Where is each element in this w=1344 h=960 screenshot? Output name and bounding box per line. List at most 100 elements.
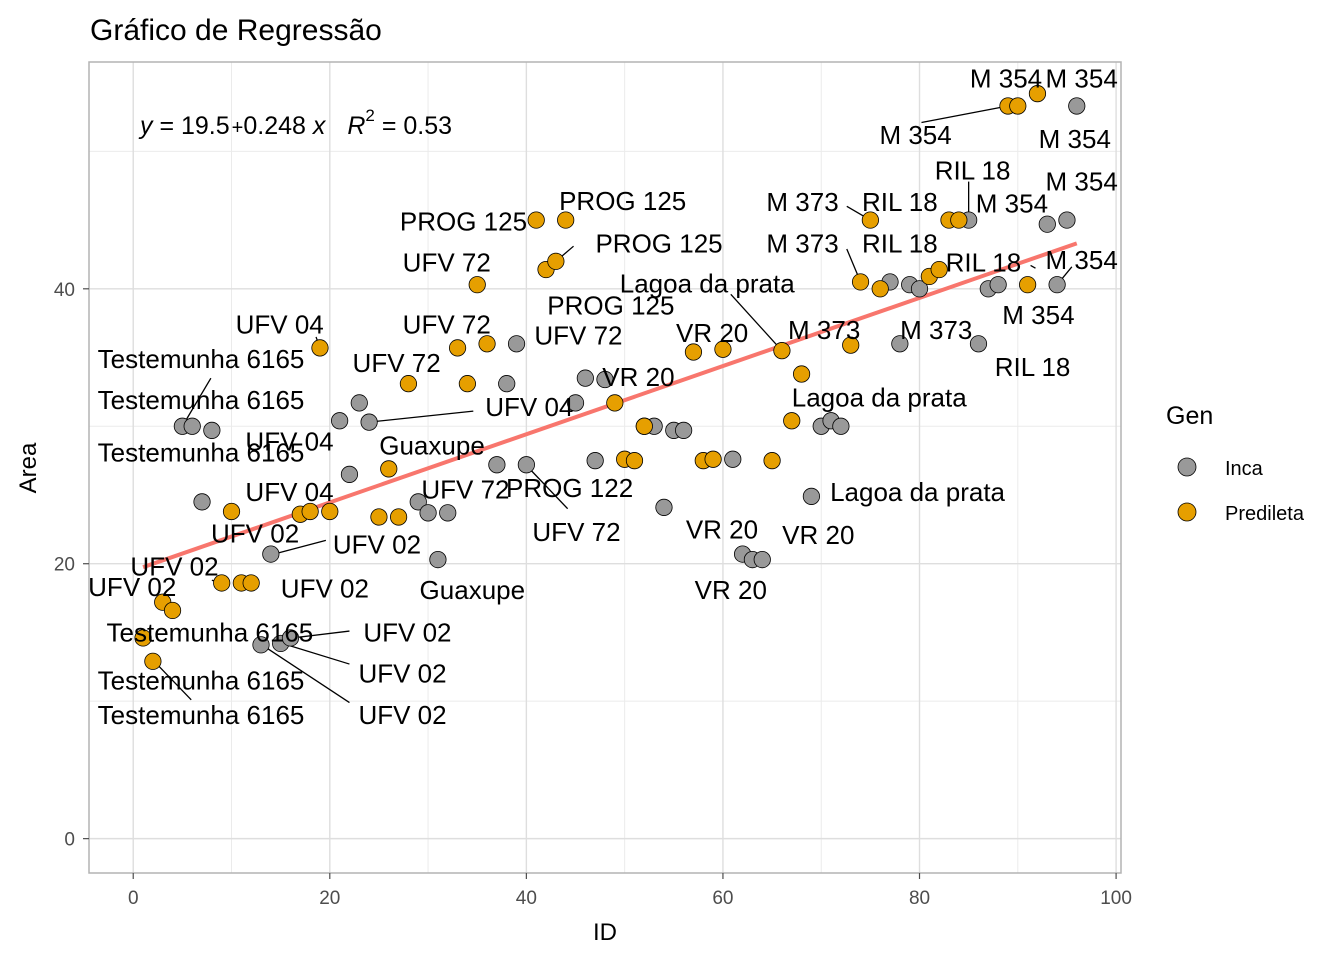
data-point-inca <box>566 394 585 412</box>
legend-label-predileta: Predileta <box>1225 503 1305 525</box>
data-point-inca <box>331 412 349 430</box>
regression-equation: y = 19.5 +0.248 x R2 = 0.53 <box>138 106 452 140</box>
data-point-inca <box>891 335 909 353</box>
point-label: M 354 <box>879 120 951 150</box>
data-point-predileta <box>783 412 801 430</box>
eq-plus: + <box>232 117 244 139</box>
data-point-predileta <box>842 336 860 354</box>
panel-border <box>88 61 1122 874</box>
data-point-predileta <box>763 452 781 470</box>
eq-x: x <box>312 112 327 140</box>
point-label: M 354 <box>970 63 1042 93</box>
point-label: UFV 04 <box>236 310 324 340</box>
y-tick-label: 20 <box>54 555 75 576</box>
point-label: M 354 <box>976 189 1048 219</box>
data-point-predileta <box>311 339 329 357</box>
data-point-predileta <box>399 375 418 393</box>
data-point-inca <box>262 545 280 563</box>
data-point-predileta <box>163 601 182 620</box>
eq-r2: = 0.53 <box>375 112 452 140</box>
point-label: UFV 02 <box>358 659 446 689</box>
point-label: UFV 72 <box>534 321 622 351</box>
y-axis-title: Area <box>15 442 42 493</box>
legend-key-inca <box>1177 457 1197 477</box>
point-label: UFV 72 <box>421 474 509 504</box>
data-point-inca <box>507 335 526 353</box>
data-point-predileta <box>1028 85 1047 103</box>
label-connector <box>282 642 350 665</box>
point-label: UFV 04 <box>245 426 333 456</box>
point-label: RIL 18 <box>995 352 1071 382</box>
label-connector <box>369 410 474 423</box>
point-label: M 354 <box>1046 167 1118 197</box>
data-point-predileta <box>606 394 624 412</box>
data-point-inca <box>252 636 270 654</box>
data-point-predileta <box>714 340 732 358</box>
data-point-inca <box>498 375 516 393</box>
data-point-predileta <box>792 365 811 383</box>
data-point-predileta <box>448 339 467 357</box>
data-point-predileta <box>468 276 486 294</box>
chart-title: Gráfico de Regressão <box>90 14 382 47</box>
axes: 0 20 40 60 80 100 0 20 40 <box>54 280 1132 909</box>
point-label: Testemunha 6165 <box>98 437 305 467</box>
label-connector <box>156 663 192 701</box>
point-label: VR 20 <box>686 514 758 544</box>
point-label: UFV 02 <box>88 572 176 602</box>
point-label: UFV 04 <box>245 477 333 507</box>
point-label: Testemunha 6165 <box>107 617 314 647</box>
data-point-inca <box>281 629 300 647</box>
legend-title: Gen <box>1166 402 1213 430</box>
point-label: UFV 02 <box>211 518 299 548</box>
point-label: M 373 <box>766 228 838 258</box>
data-point-predileta <box>389 508 408 526</box>
data-point-predileta <box>527 211 545 229</box>
data-point-predileta <box>930 260 948 279</box>
point-label: Testemunha 6165 <box>98 700 305 730</box>
label-connector <box>263 645 350 704</box>
label-connector <box>181 377 212 427</box>
point-label: Guaxupe <box>379 431 485 461</box>
eq-sup: 2 <box>365 106 374 125</box>
data-point-predileta <box>1009 97 1027 115</box>
data-point-inca <box>576 369 594 387</box>
data-point-predileta <box>704 450 722 468</box>
data-point-inca <box>655 498 673 516</box>
data-point-predileta <box>625 452 644 470</box>
data-point-predileta <box>380 460 398 478</box>
point-label: VR 20 <box>782 520 854 550</box>
data-point-inca <box>429 550 447 569</box>
eq-y: y <box>138 112 154 140</box>
point-label: RIL 18 <box>862 228 938 258</box>
data-point-inca <box>1068 97 1086 115</box>
data-point-inca <box>910 280 929 298</box>
point-label: UFV 02 <box>333 529 421 559</box>
data-point-predileta <box>458 375 476 393</box>
data-point-predileta <box>635 417 653 435</box>
point-label: UFV 72 <box>353 348 441 378</box>
label-connector <box>921 105 1009 124</box>
data-point-inca <box>419 504 437 522</box>
data-point-inca <box>360 413 378 431</box>
point-label: M 354 <box>1046 245 1118 275</box>
data-point-inca <box>969 335 988 353</box>
data-point-predileta <box>134 629 152 647</box>
label-connector <box>292 630 350 639</box>
legend: Gen Inca Predileta <box>1166 402 1305 525</box>
data-point-predileta <box>321 502 339 521</box>
point-label: Testemunha 6165 <box>98 666 305 696</box>
point-label: PROG 125 <box>400 206 527 236</box>
point-label: UFV 02 <box>358 700 446 730</box>
point-label: M 354 <box>1002 300 1074 330</box>
data-point-predileta <box>851 273 870 291</box>
data-point-inca <box>203 421 221 439</box>
point-label: UFV 72 <box>532 517 620 547</box>
data-point-inca <box>1048 276 1066 294</box>
point-label: Lagoa da prata <box>620 268 795 298</box>
point-label: Lagoa da prata <box>830 477 1005 507</box>
point-label: PROG 125 <box>559 186 686 216</box>
point-label: M 373 <box>788 315 860 345</box>
point-label: PROG 125 <box>595 228 722 258</box>
legend-label-inca: Inca <box>1225 458 1264 480</box>
point-label: RIL 18 <box>862 187 938 217</box>
